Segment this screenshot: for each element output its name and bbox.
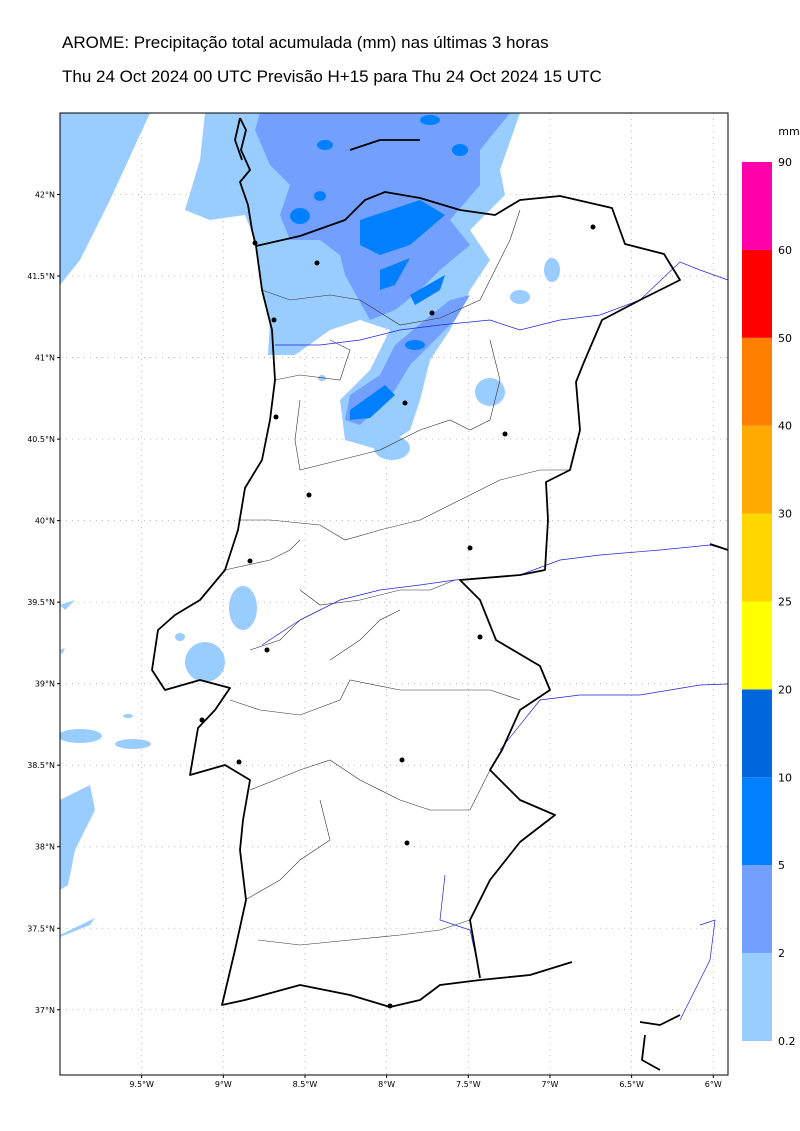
colorbar-segment <box>742 162 772 250</box>
map-frame <box>59 112 729 1076</box>
district-boundaries <box>224 209 570 946</box>
colorbar-label: 20 <box>778 683 792 696</box>
title: AROME: Precipitação total acumulada (mm)… <box>62 33 549 52</box>
colorbar-label: 50 <box>778 332 792 345</box>
colorbar-label: 90 <box>778 156 792 169</box>
subtitle: Thu 24 Oct 2024 00 UTC Previsão H+15 par… <box>62 67 602 86</box>
lon-tick-label: 6.5°W <box>619 1080 644 1089</box>
precip-heavy <box>290 115 468 420</box>
colorbar-label: 5 <box>778 859 785 872</box>
lat-tick-label: 41°N <box>35 354 55 363</box>
colorbar-segment <box>742 425 772 514</box>
lat-tick-label: 37.5°N <box>27 924 55 933</box>
lat-tick-label: 40°N <box>35 517 55 526</box>
lon-tick-label: 9.5°W <box>129 1080 154 1089</box>
colorbar-label: 10 <box>778 771 792 784</box>
lon-tick-label: 8°W <box>378 1080 395 1089</box>
lat-tick-label: 42°N <box>35 191 55 200</box>
lon-tick-label: 6°W <box>705 1080 722 1089</box>
lat-tick-label: 38°N <box>35 843 55 852</box>
lat-tick-label: 41.5°N <box>27 272 55 281</box>
colorbar-segment <box>742 865 772 954</box>
lon-tick-label: 7°W <box>541 1080 558 1089</box>
lon-tick-label: 9°W <box>215 1080 232 1089</box>
colorbar-label: 30 <box>778 508 792 521</box>
colorbar-segment <box>742 249 772 338</box>
colorbar-label: 0.2 <box>778 1035 796 1048</box>
colorbar-unit: mm <box>778 125 799 138</box>
lat-tick-label: 39.5°N <box>27 598 55 607</box>
colorbar-label: 40 <box>778 420 792 433</box>
lat-tick-label: 40.5°N <box>27 435 55 444</box>
colorbar-label: 25 <box>778 596 792 609</box>
lon-tick-label: 8.5°W <box>293 1080 318 1089</box>
lat-tick-label: 37°N <box>35 1006 55 1015</box>
lat-tick-label: 38.5°N <box>27 761 55 770</box>
lat-tick-label: 39°N <box>35 680 55 689</box>
colorbar-segment <box>742 953 772 1041</box>
colorbar-segment <box>742 689 772 778</box>
cities <box>199 224 596 1009</box>
lon-tick-label: 7.5°W <box>456 1080 481 1089</box>
colorbar-segment <box>742 777 772 866</box>
colorbar-label: 2 <box>778 947 785 960</box>
colorbar-label: 60 <box>778 244 792 257</box>
colorbar-segment <box>742 337 772 426</box>
colorbar-segment <box>742 601 772 690</box>
colorbar-segment <box>742 513 772 602</box>
map-layer <box>60 113 728 1071</box>
rivers <box>261 261 728 1021</box>
